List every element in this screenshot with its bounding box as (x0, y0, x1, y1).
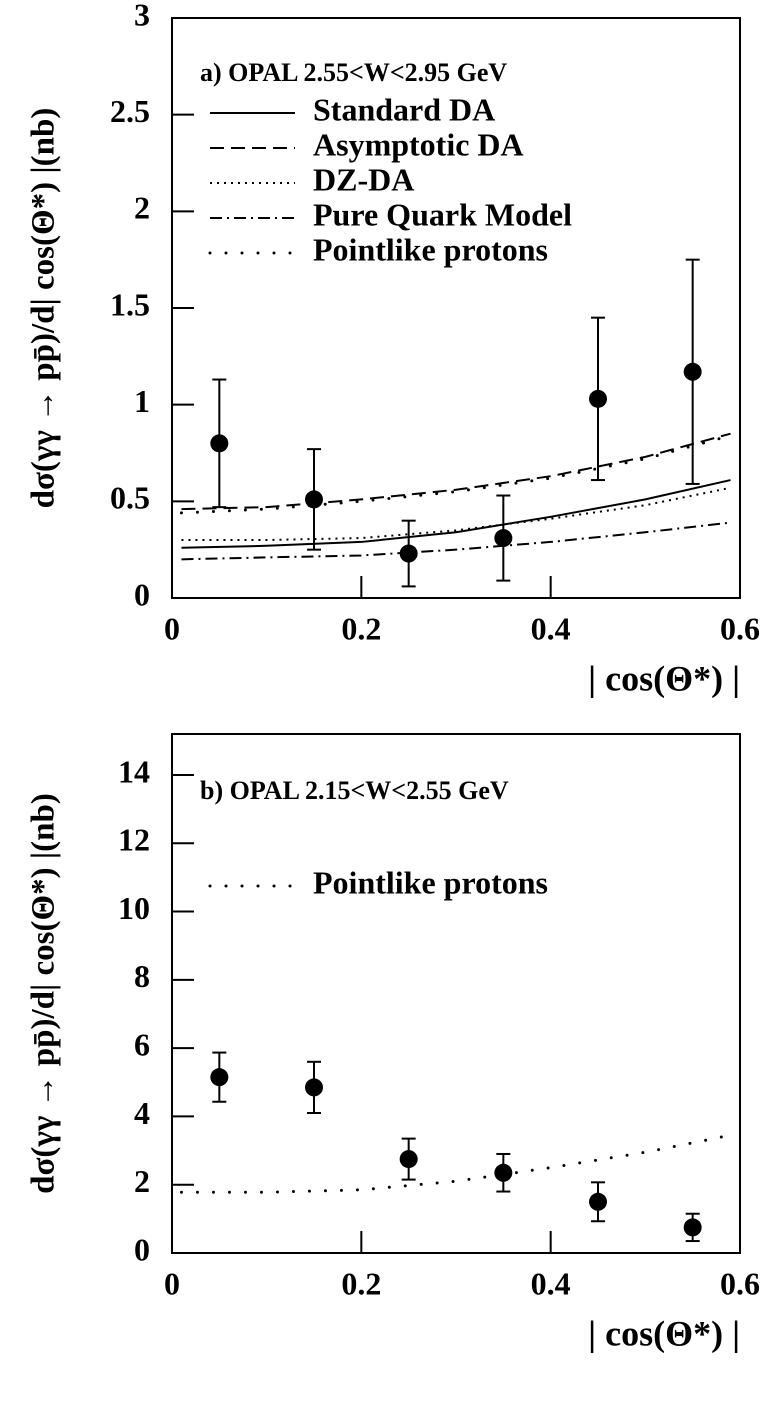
y-tick-label: 0 (134, 1231, 150, 1267)
y-axis-label: dσ(γγ → pp̄)/d| cos(Θ*) |(nb) (26, 108, 62, 509)
y-axis-label: dσ(γγ → pp̄)/d| cos(Θ*) |(nb) (26, 793, 62, 1194)
y-tick-label: 10 (118, 890, 150, 926)
y-tick-label: 4 (134, 1095, 150, 1131)
x-tick-label: 0 (164, 610, 180, 646)
data-point (589, 389, 607, 408)
x-tick-label: 0.4 (531, 610, 571, 646)
legend-label: Asymptotic DA (313, 126, 524, 162)
data-point (589, 1192, 607, 1211)
y-tick-label: 3 (134, 0, 150, 32)
y-tick-label: 8 (134, 958, 150, 994)
y-tick-label: 12 (118, 822, 150, 858)
x-tick-label: 0.2 (341, 1265, 381, 1301)
data-point (494, 1163, 513, 1182)
legend-label: Pure Quark Model (313, 196, 572, 232)
y-tick-label: 2.5 (110, 93, 150, 129)
y-tick-label: 0 (134, 576, 150, 612)
panel-title: b) OPAL 2.15<W<2.55 GeV (200, 776, 509, 805)
x-axis-label: | cos(Θ*) | (588, 658, 740, 698)
data-point (399, 544, 418, 563)
x-tick-label: 0.6 (720, 610, 760, 646)
y-tick-label: 1.5 (110, 286, 150, 322)
data-point (305, 1078, 323, 1097)
model-curve (181, 521, 731, 561)
x-tick-label: 0.2 (341, 610, 381, 646)
data-point (494, 529, 513, 548)
y-tick-label: 1 (134, 383, 150, 419)
legend-label: Standard DA (313, 91, 495, 127)
data-point (210, 434, 229, 453)
x-tick-label: 0.6 (720, 1265, 760, 1301)
model-curve (181, 479, 731, 549)
y-tick-label: 0.5 (110, 480, 150, 516)
data-point (683, 362, 702, 381)
data-point (305, 490, 323, 509)
legend-label: DZ-DA (313, 161, 414, 197)
model-curve (179, 1133, 733, 1194)
legend-label: Pointlike protons (313, 864, 548, 900)
panel-title: a) OPAL 2.55<W<2.95 GeV (200, 58, 507, 87)
y-tick-label: 6 (134, 1026, 150, 1062)
plot-frame (171, 733, 741, 1254)
model-curve (181, 486, 731, 541)
y-tick-label: 2 (134, 190, 150, 226)
x-tick-label: 0.4 (531, 1265, 571, 1301)
x-axis-label: | cos(Θ*) | (588, 1313, 740, 1353)
data-point (683, 1218, 702, 1237)
model-curve (179, 434, 733, 515)
model-curve (181, 432, 731, 511)
y-tick-label: 14 (118, 753, 150, 789)
y-tick-label: 2 (134, 1163, 150, 1199)
data-point (399, 1150, 418, 1169)
x-tick-label: 0 (164, 1265, 180, 1301)
data-point (210, 1068, 229, 1087)
legend-label: Pointlike protons (313, 231, 548, 267)
